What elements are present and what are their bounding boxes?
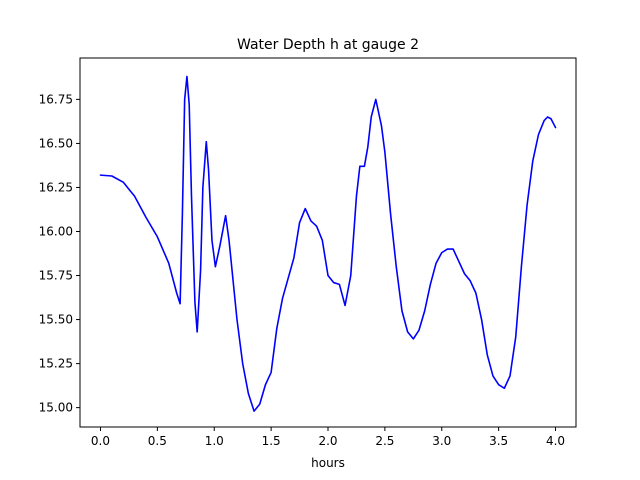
chart-title: Water Depth h at gauge 2 — [237, 37, 419, 53]
x-axis-ticks: 0.0 0.5 1.0 1.5 2.0 2.5 3.0 3.5 4.0 — [91, 427, 565, 448]
x-axis-label: hours — [311, 456, 345, 470]
y-tick-label: 15.00 — [39, 401, 73, 415]
series-line-1 — [99, 75, 557, 412]
x-tick-label: 2.0 — [318, 434, 337, 448]
plot-area: 0.0 0.5 1.0 1.5 2.0 2.5 3.0 3.5 4.0 15.0015.2515… — [39, 57, 577, 448]
y-tick-label: 16.75 — [39, 92, 73, 106]
x-tick-label: 2.5 — [375, 434, 394, 448]
x-tick-label: 1.5 — [262, 434, 281, 448]
x-tick-label: 1.0 — [205, 434, 224, 448]
y-tick-label: 16.25 — [39, 180, 73, 194]
x-tick-label: 3.0 — [432, 434, 451, 448]
x-tick-label: 4.0 — [546, 434, 565, 448]
x-tick-label: 0.0 — [91, 434, 110, 448]
y-tick-label: 16.50 — [39, 136, 73, 150]
y-tick-label: 15.25 — [39, 357, 73, 371]
y-axis-ticks: 15.00 15.25 15.50 15.75 16.00 16.25 16.50 16.75 — [39, 92, 80, 415]
y-tick-label: 15.75 — [39, 269, 73, 283]
series-layer — [99, 75, 557, 412]
x-tick-label: 3.5 — [489, 434, 508, 448]
y-tick-label: 16.00 — [39, 224, 73, 238]
x-tick-label: 0.5 — [148, 434, 167, 448]
y-tick-label: 15.50 — [39, 313, 73, 327]
